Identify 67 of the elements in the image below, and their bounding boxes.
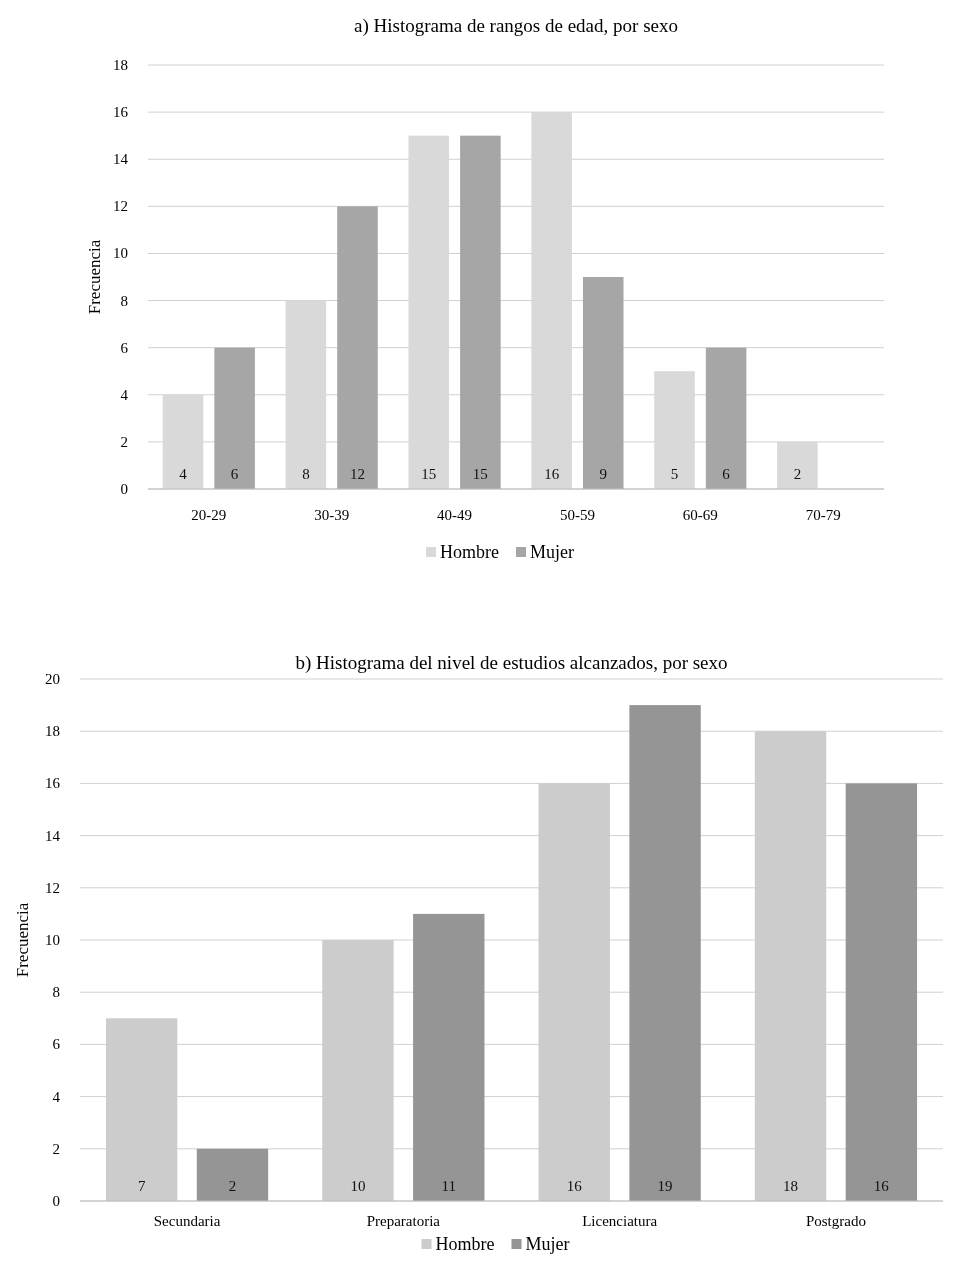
y-tick-label: 0 — [52, 1193, 60, 1209]
y-tick-label: 12 — [113, 198, 128, 215]
legend-label: Mujer — [525, 1234, 570, 1254]
data-label: 7 — [137, 1178, 146, 1194]
y-tick-label: 0 — [120, 481, 128, 497]
data-label: 12 — [350, 466, 365, 482]
legend-label: Hombre — [435, 1234, 495, 1254]
bar — [413, 913, 485, 1201]
chart-title: b) Histograma del nivel de estudios alcanzados, por sexo — [295, 652, 728, 674]
y-tick-label: 4 — [120, 386, 129, 403]
y-axis-title: Frecuencia — [13, 902, 32, 978]
data-label: 2 — [793, 466, 802, 482]
data-label: 10 — [350, 1178, 366, 1194]
data-label: 18 — [783, 1178, 799, 1194]
data-label: 16 — [544, 466, 560, 482]
y-tick-label: 8 — [52, 984, 60, 1001]
bar — [337, 206, 378, 489]
y-tick-label: 14 — [45, 827, 61, 844]
y-tick-label: 10 — [45, 932, 60, 948]
y-tick-label: 20 — [45, 671, 60, 687]
bar — [214, 347, 255, 489]
y-tick-label: 16 — [45, 775, 61, 792]
data-label: 6 — [722, 466, 731, 482]
x-tick-label: Licenciatura — [582, 1213, 658, 1229]
y-tick-label: 6 — [52, 1036, 61, 1053]
y-tick-label: 8 — [120, 292, 128, 309]
bar — [705, 347, 747, 489]
y-axis-title: Frecuencia — [85, 239, 104, 315]
y-tick-label: 6 — [120, 339, 129, 356]
chart-title: a) Histograma de rangos de edad, por sexo — [354, 15, 678, 37]
data-label: 6 — [230, 466, 239, 482]
x-tick-label: Secundaria — [153, 1213, 221, 1229]
y-tick-label: 18 — [113, 57, 128, 73]
x-tick-label: 50-59 — [559, 507, 595, 523]
bar — [845, 783, 918, 1201]
data-label: 15 — [421, 466, 437, 482]
data-label: 16 — [873, 1178, 890, 1194]
y-tick-label: 16 — [113, 104, 129, 121]
x-tick-label: 70-79 — [805, 507, 841, 523]
data-label: 5 — [670, 466, 679, 482]
bar — [629, 705, 701, 1201]
bar — [582, 277, 624, 489]
x-tick-label: Preparatoria — [366, 1213, 441, 1229]
x-tick-label: Postgrado — [805, 1213, 866, 1229]
data-label: 9 — [599, 466, 607, 482]
y-tick-label: 2 — [120, 433, 128, 450]
x-tick-label: 20-29 — [191, 507, 227, 523]
y-tick-label: 14 — [113, 151, 129, 168]
bar — [196, 1148, 269, 1201]
data-label: 15 — [472, 466, 488, 482]
data-label: 2 — [228, 1178, 237, 1194]
y-tick-label: 4 — [52, 1088, 61, 1105]
x-tick-label: 60-69 — [682, 507, 718, 523]
legend-label: Hombre — [440, 542, 499, 562]
y-tick-label: 2 — [52, 1140, 60, 1157]
x-tick-label: 30-39 — [314, 507, 350, 523]
y-tick-label: 10 — [113, 245, 128, 262]
data-label: 19 — [657, 1178, 673, 1194]
bar — [460, 135, 501, 489]
x-tick-label: 40-49 — [437, 507, 473, 523]
data-label: 11 — [441, 1178, 456, 1194]
y-tick-label: 18 — [45, 723, 60, 740]
data-label: 4 — [179, 466, 188, 482]
legend-label: Mujer — [530, 542, 574, 562]
data-label: 8 — [302, 466, 310, 482]
data-label: 16 — [566, 1178, 583, 1194]
y-tick-label: 12 — [45, 879, 60, 896]
